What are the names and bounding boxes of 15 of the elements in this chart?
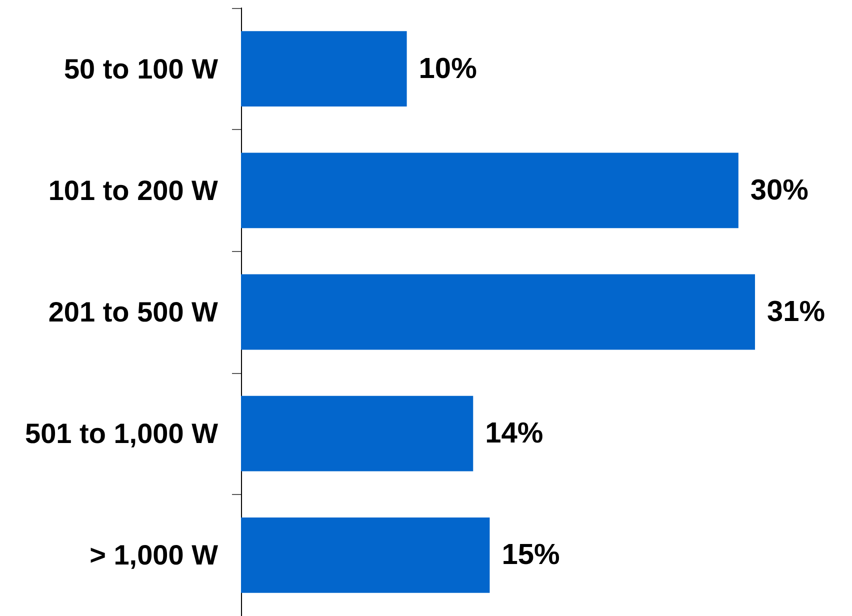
y-tick-label: 501 to 1,000 W — [25, 418, 219, 450]
bar — [241, 152, 738, 228]
y-tick-label: 50 to 100 W — [64, 53, 219, 84]
y-tick-label: > 1,000 W — [90, 540, 219, 571]
data-label: 30% — [750, 174, 809, 206]
data-label: 31% — [767, 296, 826, 328]
bar — [241, 518, 490, 593]
data-label: 10% — [418, 52, 478, 85]
bar — [241, 274, 755, 350]
bar — [241, 31, 407, 106]
y-tick-label: 101 to 200 W — [48, 174, 219, 206]
data-label: 14% — [485, 418, 544, 450]
data-label: 15% — [502, 539, 560, 572]
bar — [241, 396, 474, 472]
y-tick-label: 201 to 500 W — [48, 296, 219, 328]
